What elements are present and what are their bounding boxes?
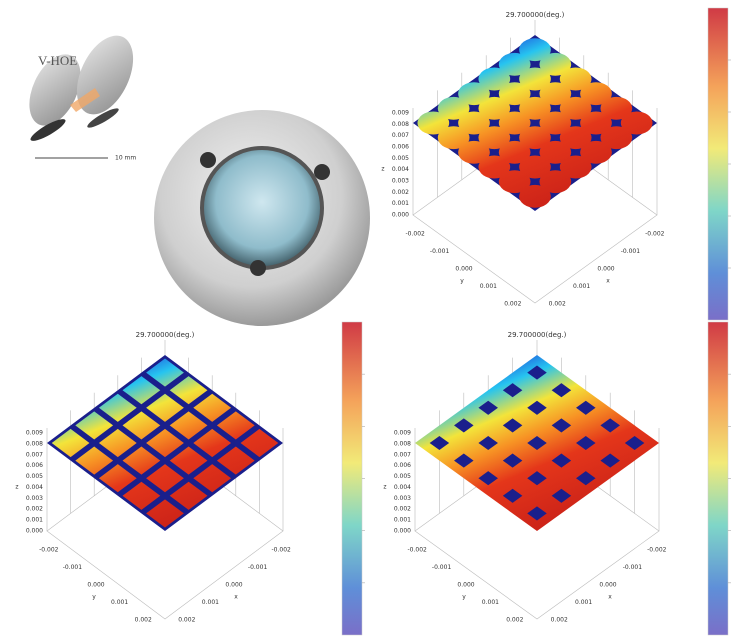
z-tick-label: 0.001 <box>26 517 43 524</box>
x-tick-label: 0.000 <box>225 582 242 589</box>
x-axis-label: x <box>234 594 238 601</box>
z-tick-label: 0.008 <box>26 440 43 447</box>
y-tick-label: 0.001 <box>482 599 499 606</box>
x-tick-label: 0.000 <box>599 582 616 589</box>
y-tick-label: 0.000 <box>87 582 104 589</box>
y-tick-label: 0.000 <box>455 266 472 273</box>
plot-title: 29.700000(deg.) <box>506 11 565 19</box>
surface <box>413 35 657 211</box>
y-tick-label: 0.002 <box>135 617 152 624</box>
y-tick-label: 0.000 <box>457 582 474 589</box>
x-tick-label: 0.001 <box>575 599 592 606</box>
z-tick-label: 0.002 <box>26 506 43 513</box>
z-tick-label: 0.004 <box>26 484 43 491</box>
y-tick-label: -0.001 <box>432 564 452 571</box>
x-tick-label: 0.001 <box>573 283 590 290</box>
y-tick-label: 0.002 <box>504 301 521 308</box>
y-tick-label: 0.001 <box>111 599 128 606</box>
z-axis-label: z <box>15 484 18 491</box>
z-tick-label: 0.007 <box>394 451 411 458</box>
surface-cell <box>519 185 551 208</box>
x-tick-label: -0.001 <box>621 248 641 255</box>
y-tick-label: -0.001 <box>63 564 83 571</box>
x-axis-label: x <box>608 594 612 601</box>
z-tick-label: 0.009 <box>394 430 411 437</box>
y-axis-label: y <box>460 278 464 285</box>
y-tick-label: -0.001 <box>430 248 450 255</box>
z-tick-label: 0.002 <box>394 506 411 513</box>
x-tick-label: -0.002 <box>645 230 665 237</box>
x-tick-label: -0.001 <box>248 564 268 571</box>
z-tick-label: 0.008 <box>394 440 411 447</box>
z-axis-label: z <box>383 484 386 491</box>
z-tick-label: 0.004 <box>392 166 409 173</box>
surface-plot: 29.700000(deg.) 0.000 0.001 0.002 0.003 0.004… <box>381 8 731 320</box>
x-tick-label: -0.002 <box>272 546 292 553</box>
z-tick-label: 0.006 <box>394 462 411 469</box>
x-tick-label: -0.001 <box>623 564 643 571</box>
inset-diagram: V-HOE 10 mm <box>19 27 144 162</box>
y-tick-label: 0.001 <box>480 283 497 290</box>
y-tick-label: -0.002 <box>408 546 428 553</box>
z-tick-label: 0.000 <box>392 212 409 219</box>
z-tick-label: 0.002 <box>392 189 409 196</box>
z-tick-label: 0.005 <box>26 473 43 480</box>
scale-label: 10 mm <box>115 155 136 162</box>
x-tick-label: 0.002 <box>551 617 568 624</box>
z-tick-label: 0.009 <box>26 430 43 437</box>
x-tick-label: 0.001 <box>202 599 219 606</box>
z-tick-label: 0.009 <box>392 110 409 117</box>
x-tick-label: -0.002 <box>647 546 667 553</box>
plots: 29.700000(deg.) 0.000 0.001 0.002 0.003 0.004… <box>15 8 731 635</box>
z-tick-label: 0.007 <box>392 132 409 139</box>
z-tick-label: 0.003 <box>394 495 411 502</box>
x-tick-label: 0.002 <box>178 617 195 624</box>
surface-plot: 29.700000(deg.) 0.000 0.001 0.002 0.003 0.004… <box>383 322 731 635</box>
colorbar <box>708 8 728 320</box>
z-tick-label: 0.005 <box>392 155 409 162</box>
z-tick-label: 0.008 <box>392 121 409 128</box>
y-axis-label: y <box>462 594 466 601</box>
z-tick-label: 0.001 <box>392 200 409 207</box>
y-tick-label: -0.002 <box>39 546 59 553</box>
plot-title: 29.700000(deg.) <box>136 331 195 339</box>
y-tick-label: 0.002 <box>506 617 523 624</box>
z-tick-label: 0.000 <box>394 528 411 535</box>
x-tick-label: 0.000 <box>597 266 614 273</box>
surface-plot: 29.700000(deg.) 0.000 0.001 0.002 0.003 0.004… <box>15 322 365 635</box>
z-tick-label: 0.000 <box>26 528 43 535</box>
z-tick-label: 0.004 <box>394 484 411 491</box>
z-tick-label: 0.006 <box>26 462 43 469</box>
z-tick-label: 0.005 <box>394 473 411 480</box>
z-axis-label: z <box>381 166 384 173</box>
plot-title: 29.700000(deg.) <box>508 331 567 339</box>
z-tick-label: 0.003 <box>26 495 43 502</box>
x-tick-label: 0.002 <box>549 301 566 308</box>
z-tick-label: 0.003 <box>392 178 409 185</box>
y-tick-label: -0.002 <box>406 230 426 237</box>
colorbar <box>342 322 362 635</box>
x-axis-label: x <box>606 278 610 285</box>
y-axis-label: y <box>92 594 96 601</box>
figure: V-HOE 10 mm 29.700000(deg.) 0.000 0.001 0.0… <box>0 0 734 643</box>
z-tick-label: 0.007 <box>26 451 43 458</box>
lens-photo <box>154 110 370 326</box>
z-tick-label: 0.001 <box>394 517 411 524</box>
z-tick-label: 0.006 <box>392 144 409 151</box>
colorbar <box>708 322 728 635</box>
inset-label: V-HOE <box>38 53 77 68</box>
